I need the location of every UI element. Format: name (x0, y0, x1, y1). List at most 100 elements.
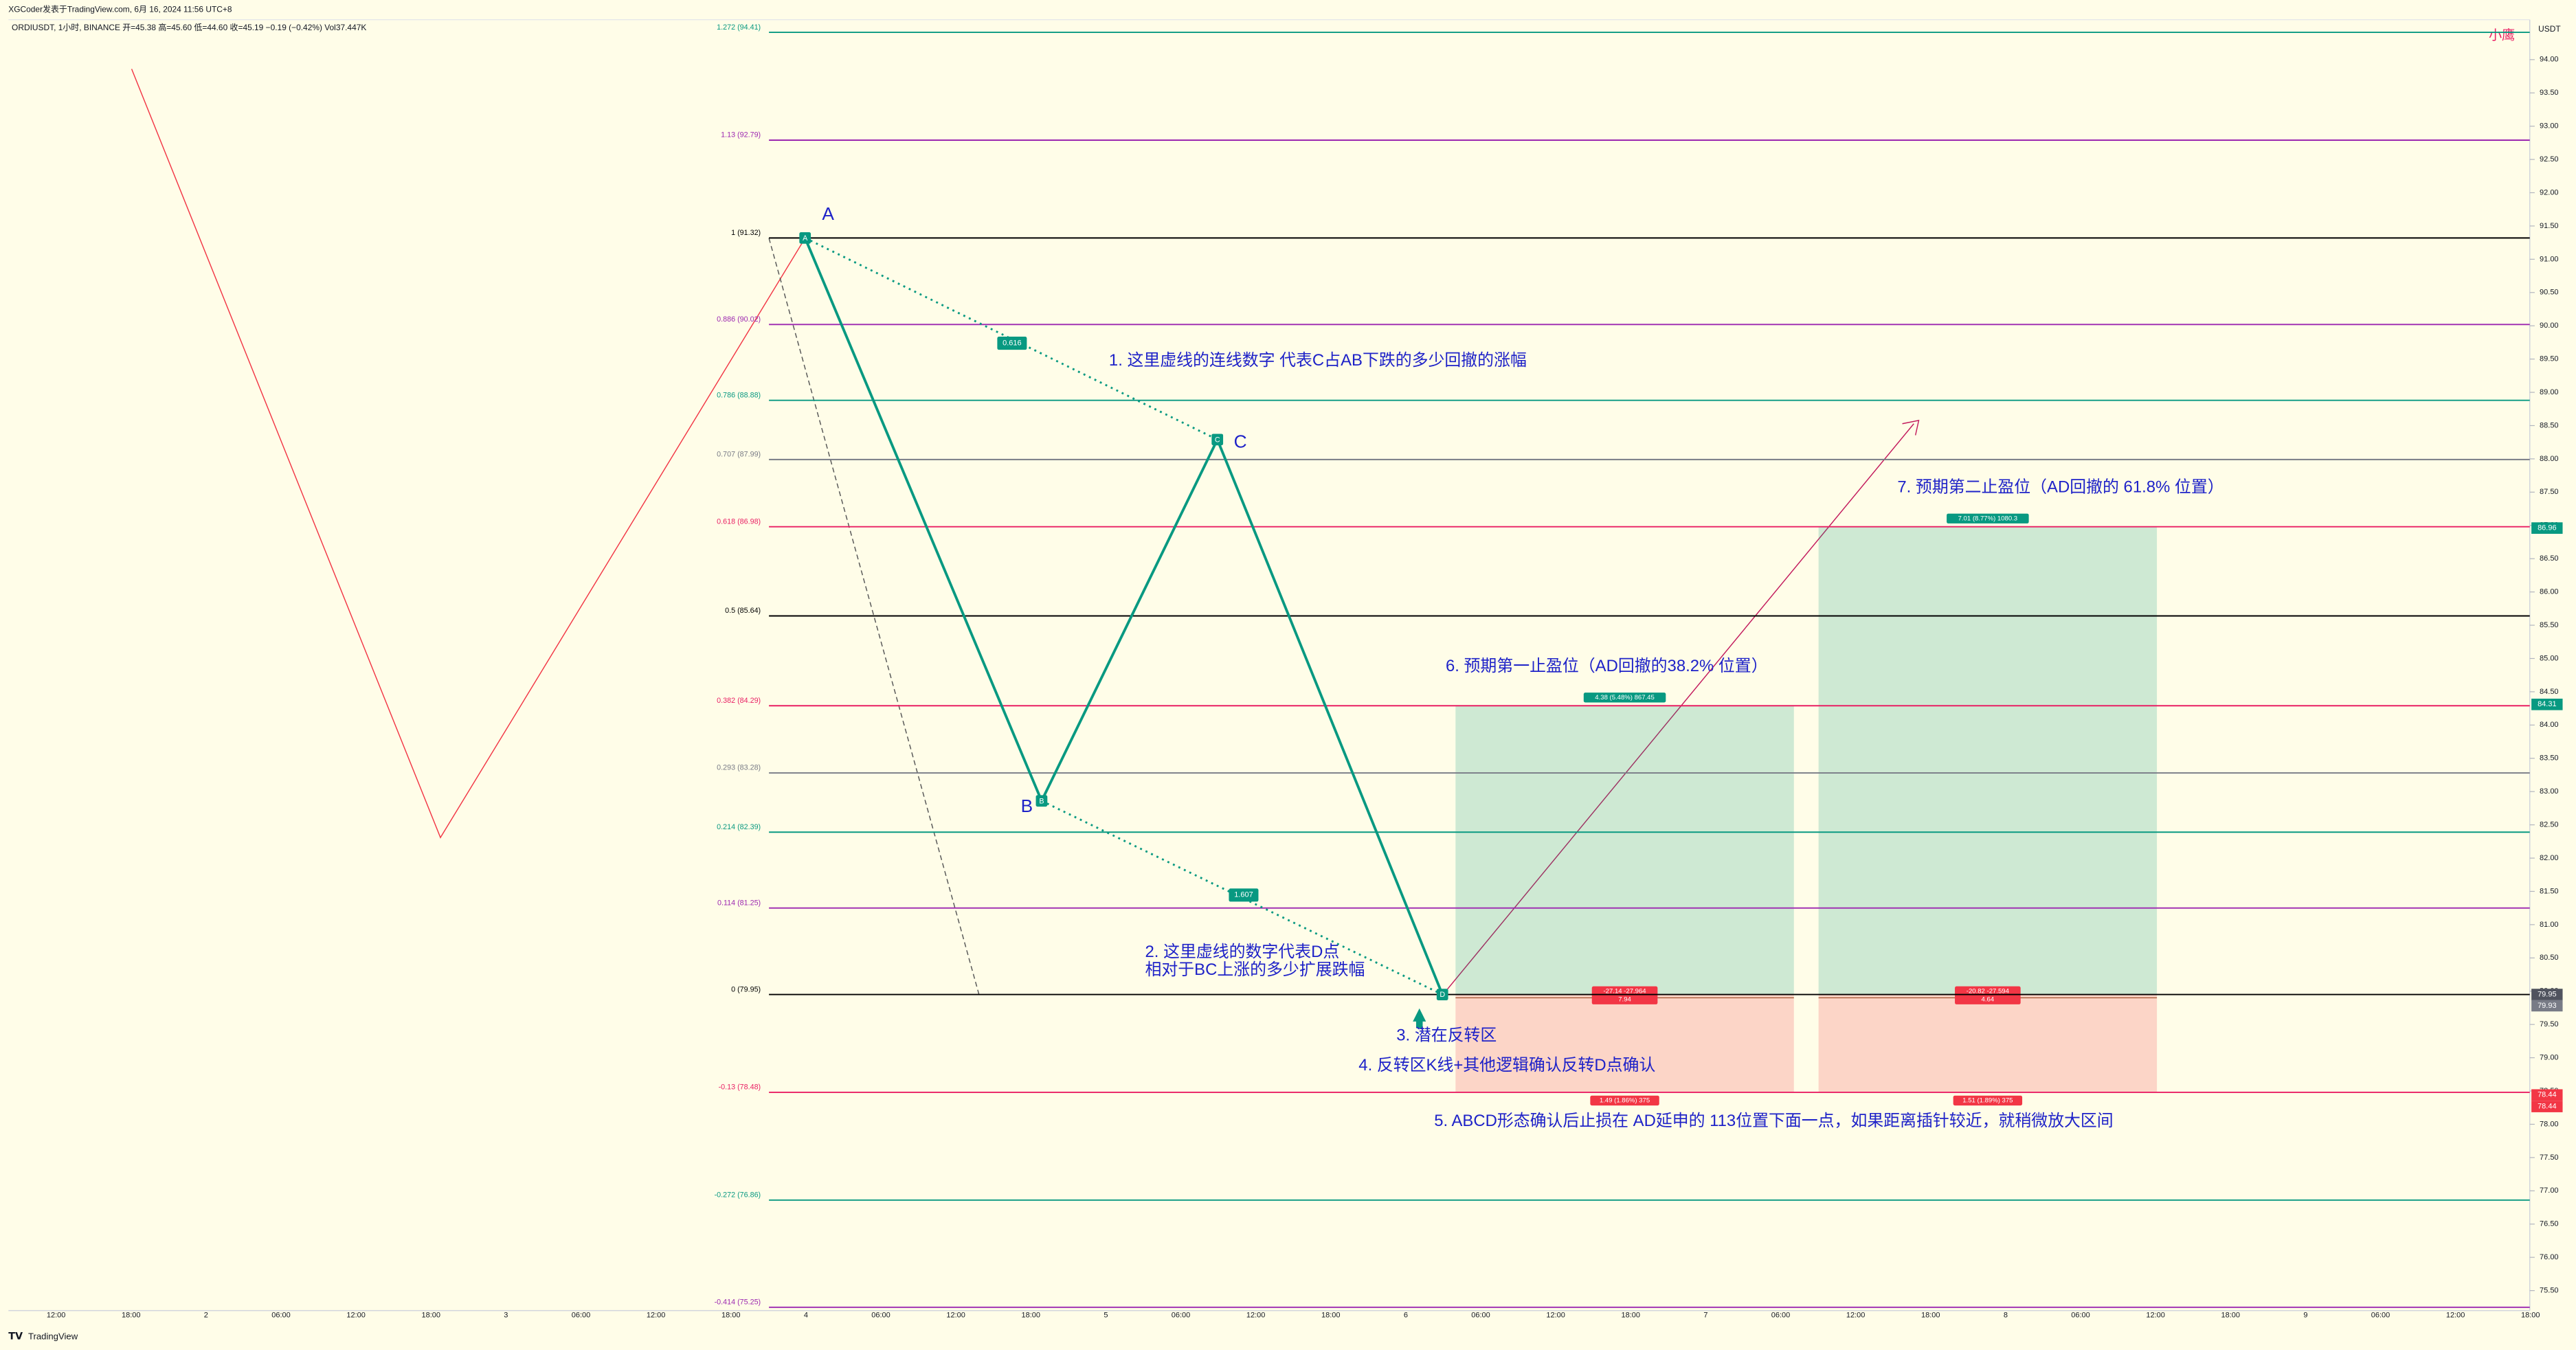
price-tick-label: 77.00 (2540, 1186, 2559, 1195)
fib-level-label: 0.382 (84.29) (717, 697, 761, 705)
mid-label: -27.14 -27.964 (1604, 987, 1647, 995)
time-tick-label: 06:00 (1471, 1312, 1490, 1320)
time-tick-label: 5 (1104, 1312, 1108, 1320)
price-badge (2531, 522, 2563, 535)
time-tick-label: 06:00 (2071, 1312, 2090, 1320)
time-tick-label: 2 (204, 1312, 208, 1320)
price-unit: USDT (2538, 24, 2561, 34)
price-tick-label: 92.00 (2540, 188, 2559, 196)
stop-label: 1.51 (1.89%) 375 (1962, 1096, 2013, 1104)
time-tick-label: 18:00 (1022, 1312, 1041, 1320)
time-tick-label: 06:00 (1172, 1312, 1191, 1320)
price-tick-label: 75.50 (2540, 1286, 2559, 1294)
price-badge-label: 78.44 (2538, 1091, 2557, 1099)
time-tick-label: 06:00 (572, 1312, 591, 1320)
fib-level-label: 0.214 (82.39) (717, 823, 761, 831)
price-tick-label: 79.00 (2540, 1053, 2559, 1061)
price-tick-label: 89.50 (2540, 355, 2559, 363)
price-tick-label: 90.00 (2540, 322, 2559, 330)
time-tick-label: 18:00 (1921, 1312, 1940, 1320)
price-tick-label: 82.50 (2540, 821, 2559, 829)
point-marker (799, 232, 811, 244)
fib-level-label: 0.707 (87.99) (717, 451, 761, 459)
point-marker-letter: A (803, 234, 808, 243)
point-marker (1035, 795, 1048, 807)
target-label: 7.01 (8.77%) 1080.3 (1958, 515, 2018, 522)
price-tick-label: 88.00 (2540, 455, 2559, 463)
price-tick-label: 83.00 (2540, 787, 2559, 796)
price-badge (2531, 1089, 2563, 1101)
price-tick-label: 84.50 (2540, 688, 2559, 696)
price-tick-label: 86.00 (2540, 588, 2559, 596)
price-tick-label: 89.00 (2540, 388, 2559, 396)
author-tag: 小鹰 (2489, 28, 2515, 43)
projection-arrow (1442, 423, 1914, 996)
price-badge-label: 86.96 (2538, 524, 2557, 532)
price-tick-label: 88.50 (2540, 421, 2559, 429)
time-tick-label: 18:00 (721, 1312, 741, 1320)
price-tick-label: 93.00 (2540, 122, 2559, 131)
time-tick-label: 3 (504, 1312, 508, 1320)
price-badge-label: 79.93 (2538, 1002, 2557, 1010)
price-tick-label: 80.50 (2540, 954, 2559, 962)
mid-sub-label: 4.64 (1982, 995, 1995, 1003)
target-label: 4.38 (5.48%) 867.45 (1595, 694, 1655, 701)
price-tick-label: 94.00 (2540, 56, 2559, 64)
prior-swing-drawing (131, 69, 806, 839)
price-tick-label: 93.50 (2540, 89, 2559, 97)
annotation: 4. 反转区K线+其他逻辑确认反转D点确认 (1358, 1056, 1655, 1075)
time-tick-label: 18:00 (2521, 1312, 2540, 1320)
fib-level-label: 0.5 (85.64) (725, 607, 761, 615)
mid-sub-label: 7.94 (1618, 995, 1631, 1003)
abcd-pattern (803, 237, 1444, 995)
price-badge-label: 79.95 (2538, 990, 2557, 998)
publisher: XGCoder发表于TradingView.com, 6月 16, 2024 1… (8, 3, 232, 14)
price-badge (2531, 698, 2563, 710)
time-tick-label: 18:00 (122, 1312, 141, 1320)
price-tick-label: 91.50 (2540, 222, 2559, 230)
price-tick-label: 91.00 (2540, 255, 2559, 263)
time-tick-label: 12:00 (946, 1312, 965, 1320)
time-tick-label: 9 (2303, 1312, 2307, 1320)
time-tick-label: 6 (1404, 1312, 1408, 1320)
ratio-label: 1.607 (1234, 891, 1253, 899)
price-tick-label: 83.50 (2540, 754, 2559, 763)
time-tick-label: 12:00 (1546, 1312, 1565, 1320)
target-badge (1947, 513, 2029, 524)
loss-zone (1818, 994, 2158, 1092)
time-tick-label: 12:00 (346, 1312, 366, 1320)
fib-level-label: 0 (79.95) (731, 985, 761, 993)
time-tick-label: 06:00 (871, 1312, 891, 1320)
time-tick-label: 18:00 (1321, 1312, 1341, 1320)
mid-badge (1591, 986, 1658, 1004)
fib-level-label: 0.886 (90.02) (717, 315, 761, 324)
fib-level-label: -0.272 (76.86) (715, 1191, 761, 1200)
time-tick-label: 12:00 (1846, 1312, 1866, 1320)
price-tick-label: 90.50 (2540, 289, 2559, 297)
ratio-badge (997, 337, 1027, 350)
point-letter: C (1234, 431, 1247, 452)
time-tick-label: 06:00 (2371, 1312, 2390, 1320)
fib-level-label: 1 (91.32) (731, 229, 761, 237)
time-tick-label: 06:00 (1771, 1312, 1791, 1320)
symbol-line: ORDIUSDT, 1小时, BINANCE 开=45.38 高=45.60 低… (12, 22, 366, 32)
annotation: 2. 这里虚线的数字代表D点 (1145, 943, 1340, 961)
annotation: 6. 预期第一止盈位（AD回撤的38.2% 位置） (1446, 657, 1768, 675)
price-badge (2531, 1101, 2563, 1112)
price-tick-label: 92.50 (2540, 155, 2559, 164)
annotation: 1. 这里虚线的连线数字 代表C占AB下跌的多少回撤的涨幅 (1109, 351, 1527, 370)
fib-level-label: 0.114 (81.25) (717, 899, 761, 907)
price-tick-label: 78.00 (2540, 1120, 2559, 1128)
price-tick-label: 85.00 (2540, 654, 2559, 662)
time-tick-label: 06:00 (271, 1312, 291, 1320)
point-marker (1211, 434, 1224, 446)
annotation: 7. 预期第二止盈位（AD回撤的 61.8% 位置） (1897, 477, 2224, 496)
point-marker-letter: C (1215, 436, 1220, 444)
fib-level-label: -0.13 (78.48) (719, 1083, 761, 1092)
fib-level-label: 0.618 (86.98) (717, 517, 761, 526)
stop-badge (1953, 1095, 2023, 1106)
point-marker-letter: D (1440, 991, 1445, 999)
target-badge (1583, 693, 1666, 703)
point-letter: B (1021, 796, 1033, 816)
